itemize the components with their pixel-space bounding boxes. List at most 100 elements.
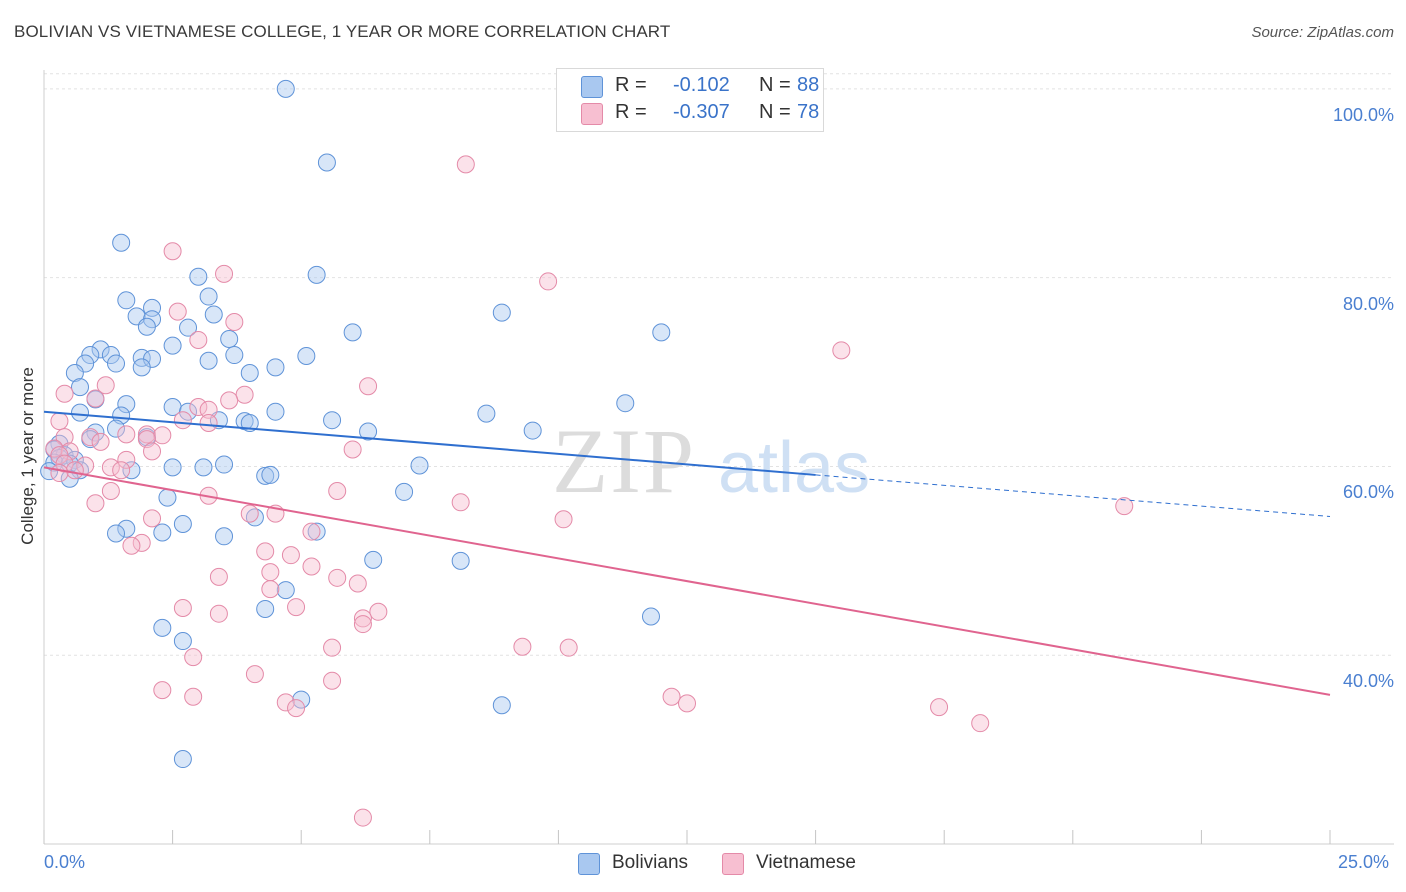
vietnamese-point [261, 563, 280, 582]
vietnamese-point [832, 341, 851, 360]
bolivians-point [81, 346, 100, 365]
vietnamese-point [209, 604, 228, 623]
vietnamese-point [559, 638, 578, 657]
bolivians-point [163, 458, 182, 477]
bolivians-point [317, 153, 336, 172]
bolivians-point [71, 403, 90, 422]
bolivians-point [220, 330, 239, 349]
vietnamese-point [96, 376, 115, 395]
bolivians-point [179, 402, 198, 421]
vietnamese-point [55, 384, 74, 403]
bolivians-point [240, 363, 259, 382]
legend-label: Bolivians [612, 852, 689, 873]
bolivians-point [523, 421, 542, 440]
bolivians-point [261, 465, 280, 484]
vietnamese-point [122, 536, 141, 555]
bolivians-point [266, 402, 285, 421]
bolivians-point [410, 456, 429, 475]
source-label: Source: ZipAtlas.com [1251, 24, 1394, 41]
vietnamese-point [153, 426, 172, 445]
bolivians-point [652, 323, 671, 342]
vietnamese-point [55, 454, 74, 473]
vietnamese-point [276, 693, 295, 712]
bolivians-point [256, 599, 275, 618]
bolivians-point [65, 363, 84, 382]
bolivians-swatch [581, 76, 603, 98]
bolivians-point [173, 515, 192, 534]
bolivians-point [194, 458, 213, 477]
bolivians-point [199, 287, 218, 306]
bolivians-point [343, 323, 362, 342]
r-value: -0.307 [673, 101, 730, 123]
vietnamese-point [65, 461, 84, 480]
vietnamese-swatch [722, 853, 744, 875]
vietnamese-point [353, 615, 372, 634]
vietnamese-point [1115, 497, 1134, 516]
vietnamese-point [184, 648, 203, 667]
vietnamese-point [369, 602, 388, 621]
bolivians-point [137, 317, 156, 336]
bolivians-point [117, 519, 136, 538]
x-tick-label-min: 0.0% [44, 852, 86, 872]
vietnamese-point [220, 391, 239, 410]
bolivians-point [132, 348, 151, 367]
vietnamese-point [101, 458, 120, 477]
vietnamese-point [86, 494, 105, 513]
chart-title: BOLIVIAN VS VIETNAMESE COLLEGE, 1 YEAR O… [14, 22, 671, 41]
vietnamese-point [184, 687, 203, 706]
bolivians-point [307, 522, 326, 541]
x-tick-label-max: 25.0% [1338, 852, 1390, 872]
vietnamese-point [153, 681, 172, 700]
bolivians-point [173, 632, 192, 651]
vietnamese-point [328, 568, 347, 587]
r-label: R = [615, 74, 647, 96]
vietnamese-point [328, 481, 347, 500]
watermark-zip: ZIP [552, 410, 696, 512]
bolivians-point [153, 618, 172, 637]
axes [43, 70, 1394, 845]
y-axis-label: College, 1 year or more [18, 367, 37, 545]
vietnamese-point [287, 699, 306, 718]
vietnamese-point [662, 687, 681, 706]
vietnamese-point [199, 400, 218, 419]
vietnamese-point [117, 450, 136, 469]
bolivians-point [107, 524, 126, 543]
bolivians-point [101, 346, 120, 365]
vietnamese-point [353, 609, 372, 628]
vietnamese-point [554, 510, 573, 529]
vietnamese-point [209, 567, 228, 586]
r-value: -0.102 [673, 74, 730, 96]
bolivians-point [477, 404, 496, 423]
vietnamese-point [302, 522, 321, 541]
n-value: 78 [797, 101, 820, 123]
bolivians-point [158, 488, 177, 507]
grid-lines [44, 73, 1394, 656]
vietnamese-point [287, 598, 306, 617]
vietnamese-point [323, 671, 342, 690]
bolivians-point [107, 354, 126, 373]
r-label: R = [615, 101, 647, 123]
bolivians-trend-extension [815, 474, 1331, 517]
legend-label: Vietnamese [756, 852, 856, 873]
vietnamese-trend-line [43, 466, 1331, 696]
vietnamese-point [112, 461, 131, 480]
bolivians-point [112, 233, 131, 252]
bolivians-point [395, 482, 414, 501]
vietnamese-point [359, 377, 378, 396]
bolivians-point [189, 267, 208, 286]
vietnamese-point [55, 428, 74, 447]
vietnamese-point [281, 546, 300, 565]
vietnamese-point [143, 442, 162, 461]
vietnamese-point [189, 397, 208, 416]
n-value: 88 [797, 74, 820, 96]
bolivians-point [641, 607, 660, 626]
bolivians-point [204, 305, 223, 324]
bolivians-point [616, 394, 635, 413]
vietnamese-point [323, 638, 342, 657]
vietnamese-point [163, 242, 182, 261]
bolivians-point [122, 461, 141, 480]
vietnamese-point [86, 389, 105, 408]
vietnamese-point [451, 493, 470, 512]
bolivians-point [107, 419, 126, 438]
bolivians-point [179, 318, 198, 337]
